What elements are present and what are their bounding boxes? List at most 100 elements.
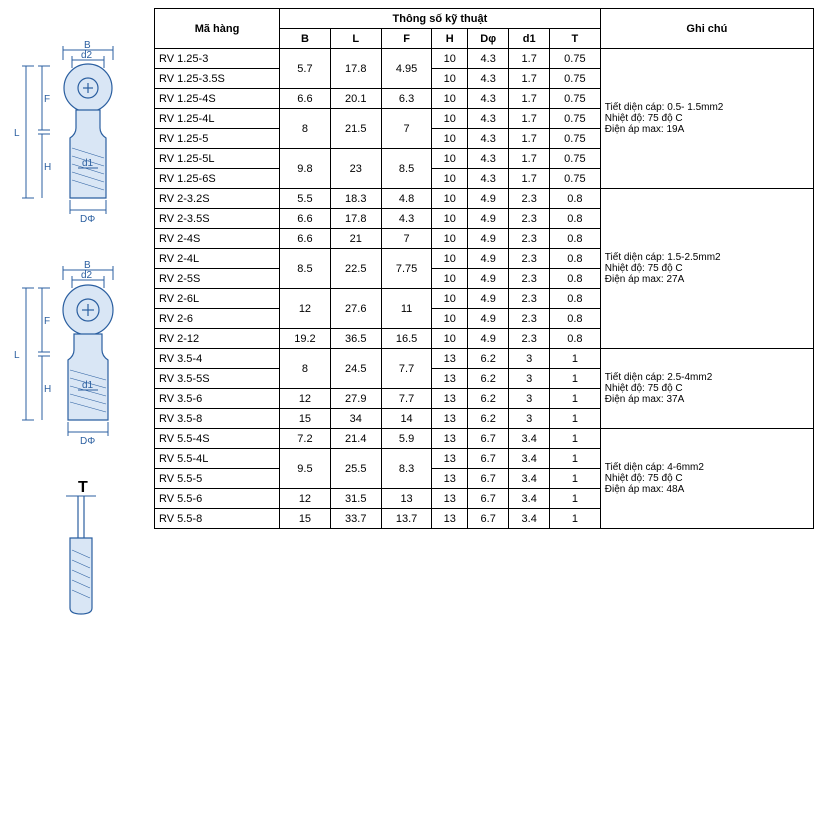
- cell-name: RV 2-5S: [155, 269, 280, 289]
- cell-L: 27.9: [330, 389, 381, 409]
- terminal-diagram-2: B d2 d1 L: [8, 258, 148, 458]
- cell-F: 7.7: [381, 349, 432, 389]
- cell-F: 7.75: [381, 249, 432, 289]
- cell-T: 0.8: [549, 269, 600, 289]
- cell-Dphi: 6.7: [467, 449, 508, 469]
- col-F: F: [381, 29, 432, 49]
- cell-d1: 2.3: [509, 269, 550, 289]
- cell-name: RV 3.5-5S: [155, 369, 280, 389]
- cell-L: 21.4: [330, 429, 381, 449]
- cell-T: 1: [549, 369, 600, 389]
- cell-F: 4.95: [381, 49, 432, 89]
- table-row: RV 3.5-4824.57.7136.231Tiết diện cáp: 2.…: [155, 349, 814, 369]
- cell-H: 10: [432, 249, 468, 269]
- cell-Dphi: 4.3: [467, 169, 508, 189]
- cell-T: 1: [549, 469, 600, 489]
- cell-name: RV 1.25-6S: [155, 169, 280, 189]
- cell-T: 1: [549, 489, 600, 509]
- cell-T: 0.75: [549, 109, 600, 129]
- cell-d1: 2.3: [509, 249, 550, 269]
- cell-Dphi: 4.9: [467, 249, 508, 269]
- dim-DPhi-label-2: DΦ: [80, 436, 95, 447]
- cell-name: RV 2-4L: [155, 249, 280, 269]
- cell-B: 8.5: [280, 249, 331, 289]
- cell-name: RV 1.25-4L: [155, 109, 280, 129]
- cell-H: 13: [432, 409, 468, 429]
- cell-F: 7.7: [381, 389, 432, 409]
- cell-B: 9.8: [280, 149, 331, 189]
- cell-B: 15: [280, 509, 331, 529]
- cell-name: RV 5.5-5: [155, 469, 280, 489]
- cell-T: 0.8: [549, 249, 600, 269]
- cell-Dphi: 4.3: [467, 49, 508, 69]
- cell-H: 13: [432, 509, 468, 529]
- cell-L: 34: [330, 409, 381, 429]
- cell-F: 8.3: [381, 449, 432, 489]
- cell-T: 0.75: [549, 89, 600, 109]
- cell-Dphi: 6.2: [467, 369, 508, 389]
- cell-d1: 3: [509, 369, 550, 389]
- cell-H: 13: [432, 369, 468, 389]
- cell-T: 0.8: [549, 289, 600, 309]
- cell-H: 10: [432, 69, 468, 89]
- cell-T: 1: [549, 349, 600, 369]
- dim-d1-label-2: d1: [82, 380, 94, 391]
- cell-B: 8: [280, 109, 331, 149]
- cell-F: 13: [381, 489, 432, 509]
- cell-T: 1: [549, 429, 600, 449]
- cell-Dphi: 4.9: [467, 229, 508, 249]
- cell-Dphi: 6.2: [467, 349, 508, 369]
- cell-T: 1: [549, 389, 600, 409]
- cell-name: RV 5.5-6: [155, 489, 280, 509]
- cell-Dphi: 4.9: [467, 269, 508, 289]
- cell-H: 10: [432, 189, 468, 209]
- cell-H: 10: [432, 309, 468, 329]
- cell-L: 25.5: [330, 449, 381, 489]
- cell-d1: 1.7: [509, 109, 550, 129]
- spec-table-wrapper: Mã hàng Thông số kỹ thuật Ghi chú BLFHDφ…: [154, 8, 814, 648]
- cell-H: 10: [432, 329, 468, 349]
- dim-H-label: H: [44, 162, 51, 173]
- cell-H: 10: [432, 289, 468, 309]
- cell-Dphi: 4.3: [467, 109, 508, 129]
- cell-name: RV 2-3.2S: [155, 189, 280, 209]
- cell-H: 13: [432, 349, 468, 369]
- cell-Dphi: 4.9: [467, 209, 508, 229]
- col-ghi-chu: Ghi chú: [600, 9, 813, 49]
- cell-B: 6.6: [280, 89, 331, 109]
- cell-F: 13.7: [381, 509, 432, 529]
- cell-name: RV 2-6L: [155, 289, 280, 309]
- terminal-diagram-1: B d2 d1: [8, 38, 148, 238]
- terminal-diagram-side: T: [8, 478, 148, 628]
- cell-T: 1: [549, 449, 600, 469]
- cell-L: 21.5: [330, 109, 381, 149]
- cell-Dphi: 4.9: [467, 309, 508, 329]
- cell-note: Tiết diện cáp: 2.5-4mm2Nhiệt độ: 75 độ C…: [600, 349, 813, 429]
- cell-T: 0.75: [549, 129, 600, 149]
- cell-name: RV 1.25-3.5S: [155, 69, 280, 89]
- cell-L: 20.1: [330, 89, 381, 109]
- cell-F: 7: [381, 229, 432, 249]
- cell-T: 0.75: [549, 149, 600, 169]
- cell-d1: 3.4: [509, 469, 550, 489]
- dim-d2-label-2: d2: [81, 270, 93, 281]
- cell-F: 11: [381, 289, 432, 329]
- cell-d1: 2.3: [509, 229, 550, 249]
- dim-F-label-2: F: [44, 316, 50, 327]
- cell-name: RV 1.25-3: [155, 49, 280, 69]
- col-B: B: [280, 29, 331, 49]
- cell-d1: 3: [509, 409, 550, 429]
- cell-name: RV 5.5-4L: [155, 449, 280, 469]
- cell-name: RV 1.25-4S: [155, 89, 280, 109]
- col-ma-hang: Mã hàng: [155, 9, 280, 49]
- cell-T: 0.8: [549, 309, 600, 329]
- cell-name: RV 1.25-5L: [155, 149, 280, 169]
- cell-T: 0.75: [549, 169, 600, 189]
- cell-B: 19.2: [280, 329, 331, 349]
- cell-note: Tiết diện cáp: 0.5- 1.5mm2Nhiệt độ: 75 đ…: [600, 49, 813, 189]
- cell-L: 27.6: [330, 289, 381, 329]
- col-d1: d1: [509, 29, 550, 49]
- cell-name: RV 2-12: [155, 329, 280, 349]
- cell-L: 22.5: [330, 249, 381, 289]
- cell-Dphi: 6.2: [467, 389, 508, 409]
